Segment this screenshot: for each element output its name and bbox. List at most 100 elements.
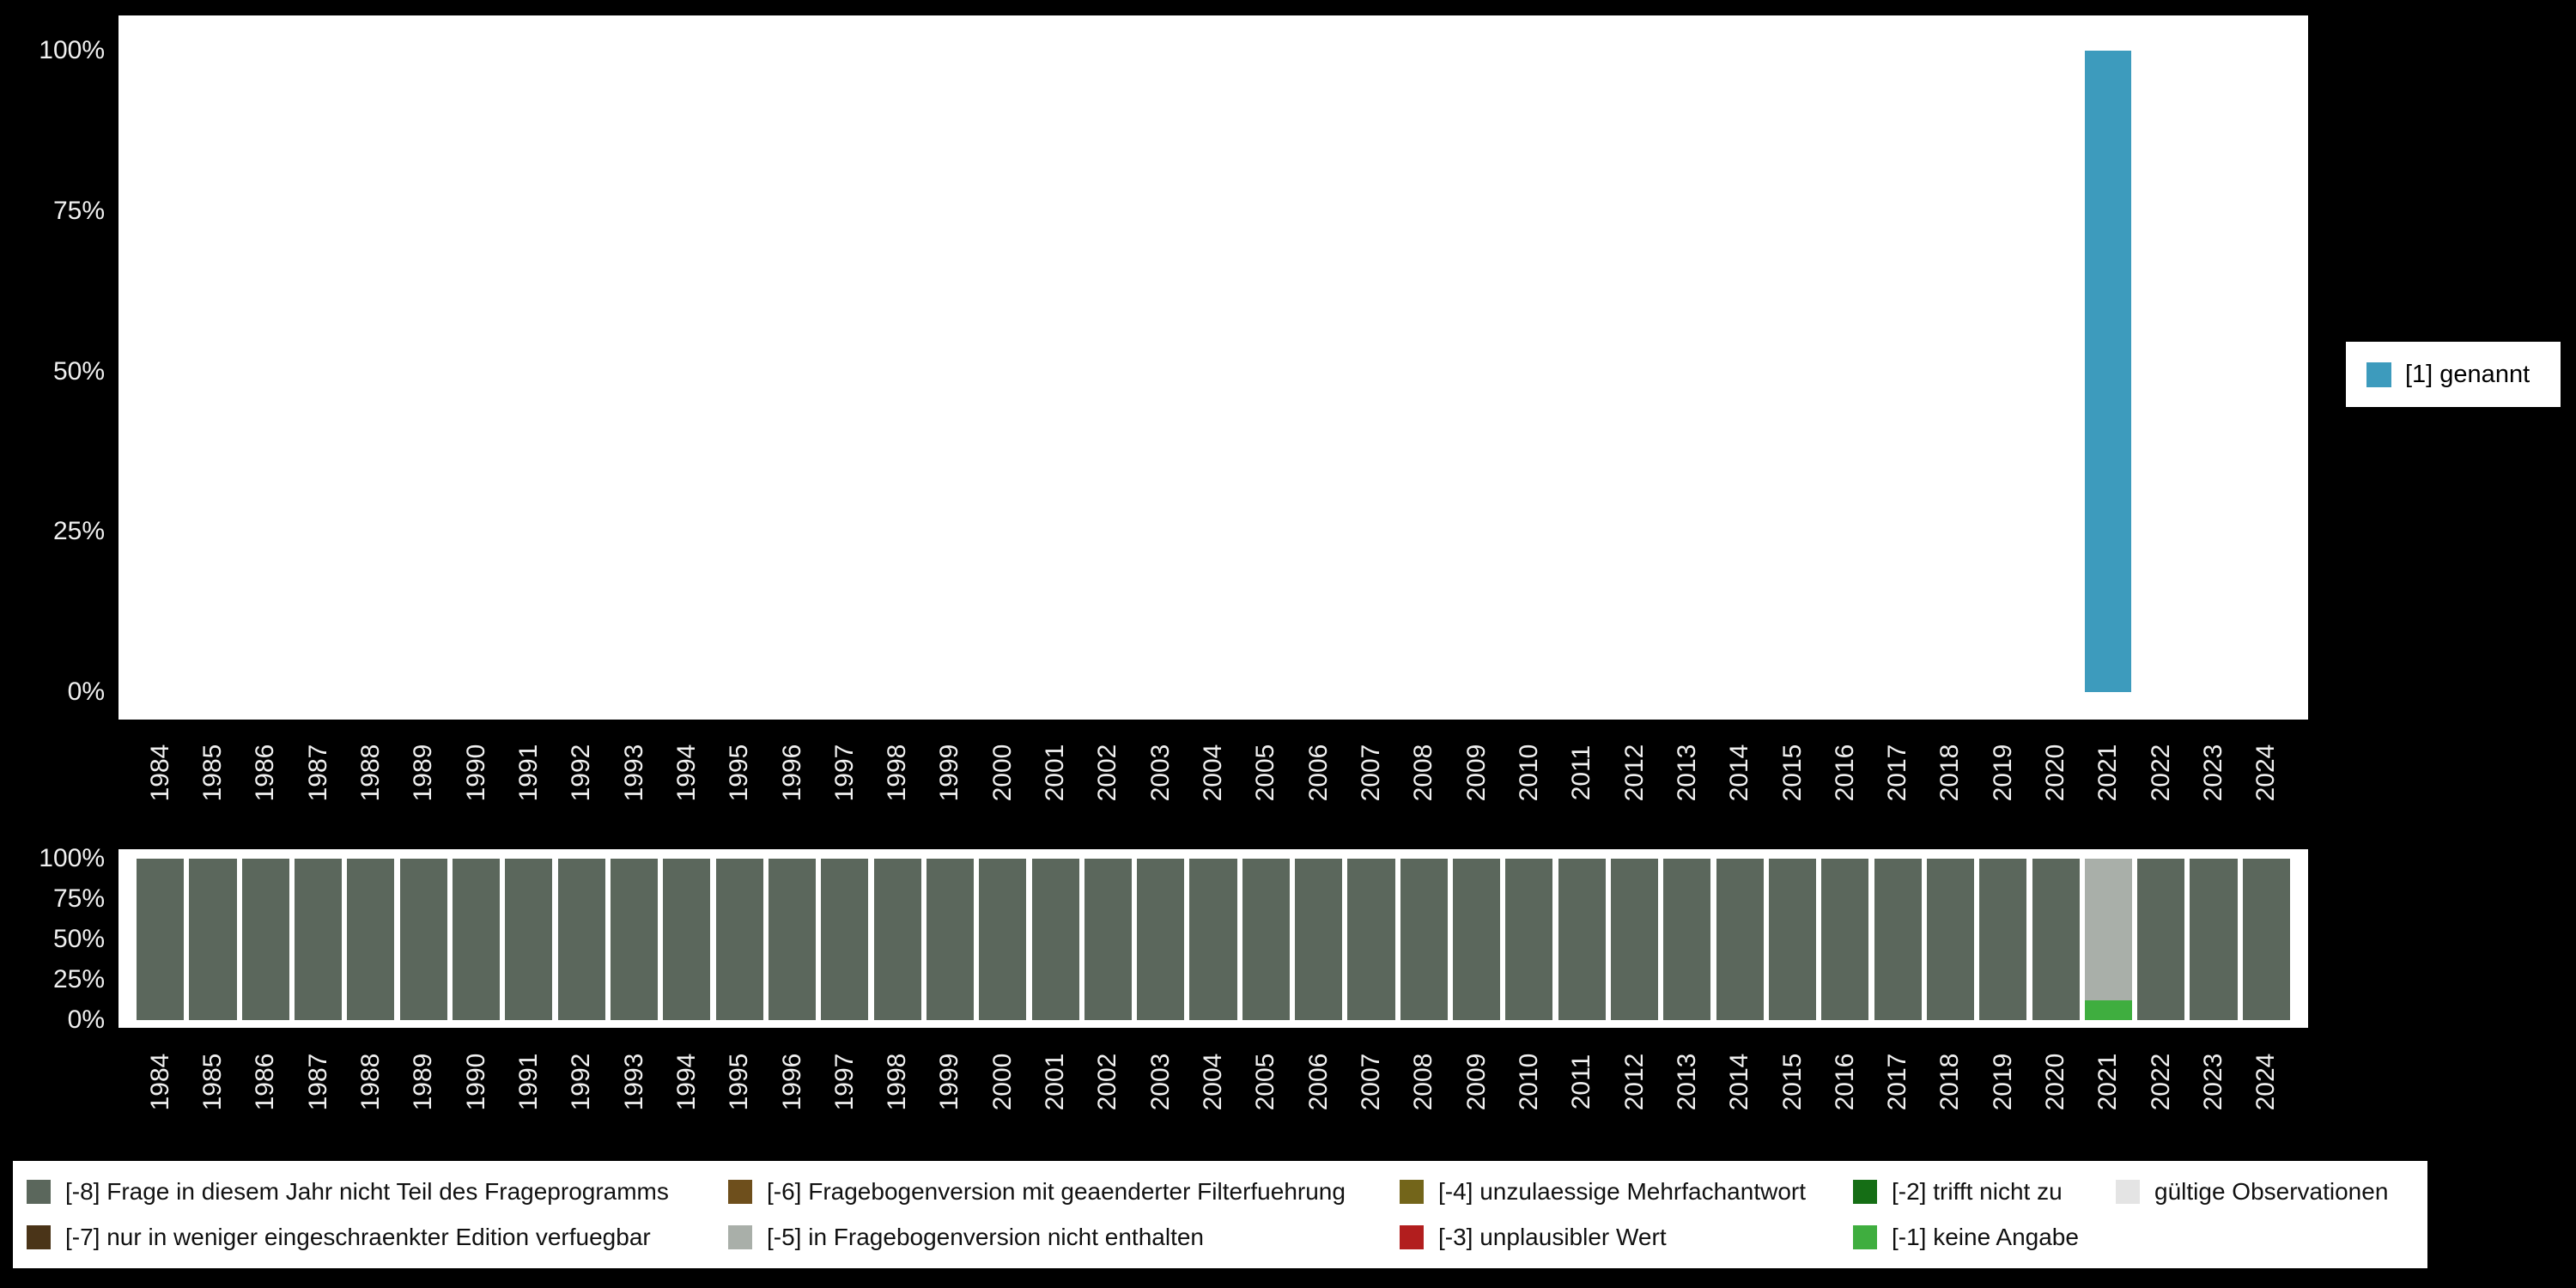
x-tick-frequencies-1996: 1996 xyxy=(777,744,806,802)
missings-legend-item-minus8: [-8] Frage in diesem Jahr nicht Teil des… xyxy=(27,1178,669,1205)
minus7-swatch-icon xyxy=(27,1225,51,1249)
bar-segment-1987-nicht-teil xyxy=(295,859,343,1020)
missings-legend-item-minus1: [-1] keine Angabe xyxy=(1853,1224,2079,1250)
minus2-swatch-icon xyxy=(1853,1180,1877,1204)
x-tick-frequencies-2024: 2024 xyxy=(2251,744,2281,802)
bar-segment-2021-genannt xyxy=(2085,51,2132,692)
x-tick-frequencies-2009: 2009 xyxy=(1461,744,1491,802)
x-tick-frequencies-2006: 2006 xyxy=(1303,744,1333,802)
bar-segment-2011-nicht-teil xyxy=(1558,859,1606,1020)
minus6-swatch-icon xyxy=(728,1180,752,1204)
bar-segment-2024-nicht-teil xyxy=(2242,859,2290,1020)
bar-segment-2000-nicht-teil xyxy=(979,859,1027,1020)
x-tick-frequencies-1992: 1992 xyxy=(567,744,596,802)
missings-legend-item-minus2: [-2] trifft nicht zu xyxy=(1853,1178,2063,1205)
x-tick-missings-1992: 1992 xyxy=(567,1053,596,1111)
bar-segment-2020-nicht-teil xyxy=(2032,859,2080,1020)
x-tick-frequencies-2010: 2010 xyxy=(1514,744,1543,802)
bar-segment-2004-nicht-teil xyxy=(1189,859,1237,1020)
bar-segment-1997-nicht-teil xyxy=(821,859,869,1020)
bar-segment-2016-nicht-teil xyxy=(1821,859,1869,1020)
x-tick-missings-2015: 2015 xyxy=(1777,1053,1807,1111)
x-tick-frequencies-2004: 2004 xyxy=(1199,744,1227,802)
bar-segment-2006-nicht-teil xyxy=(1295,859,1343,1020)
missings-legend-item-minus4: [-4] unzulaessige Mehrfachantwort xyxy=(1400,1178,1806,1205)
x-tick-missings-1993: 1993 xyxy=(619,1053,648,1111)
x-tick-frequencies-1985: 1985 xyxy=(198,744,227,802)
x-tick-frequencies-2021: 2021 xyxy=(2093,744,2123,802)
minus3-swatch-icon xyxy=(1400,1225,1424,1249)
x-tick-frequencies-1999: 1999 xyxy=(935,744,964,802)
frequencies-chart-panel xyxy=(118,15,2308,720)
bar-segment-1984-nicht-teil xyxy=(137,859,185,1020)
minus5-swatch-icon xyxy=(728,1225,752,1249)
minus1-swatch-icon xyxy=(1853,1225,1877,1249)
x-tick-frequencies-1989: 1989 xyxy=(409,744,438,802)
x-tick-missings-2012: 2012 xyxy=(1619,1053,1649,1111)
valid-label: gültige Observationen xyxy=(2154,1178,2389,1205)
x-tick-missings-1994: 1994 xyxy=(671,1053,701,1111)
x-tick-frequencies-1998: 1998 xyxy=(883,744,912,802)
x-tick-missings-1998: 1998 xyxy=(883,1053,912,1111)
minus4-swatch-icon xyxy=(1400,1180,1424,1204)
x-tick-missings-2004: 2004 xyxy=(1199,1053,1227,1111)
y-tick-missings-0: 0% xyxy=(67,1005,105,1034)
bar-segment-1989-nicht-teil xyxy=(399,859,447,1020)
x-tick-frequencies-1997: 1997 xyxy=(829,744,859,802)
bar-segment-2003-nicht-teil xyxy=(1137,859,1185,1020)
bar-segment-2012-nicht-teil xyxy=(1610,859,1659,1020)
x-tick-missings-1986: 1986 xyxy=(251,1053,280,1111)
x-tick-frequencies-2017: 2017 xyxy=(1883,744,1912,802)
bar-segment-2010-nicht-teil xyxy=(1505,859,1553,1020)
bar-segment-2013-nicht-teil xyxy=(1663,859,1711,1020)
x-tick-frequencies-2007: 2007 xyxy=(1357,744,1385,802)
x-tick-frequencies-1993: 1993 xyxy=(619,744,648,802)
x-tick-frequencies-1984: 1984 xyxy=(145,744,174,802)
x-tick-missings-2020: 2020 xyxy=(2041,1053,2070,1111)
bar-segment-1995-nicht-teil xyxy=(715,859,763,1020)
x-tick-frequencies-2023: 2023 xyxy=(2199,744,2227,802)
minus7-label: [-7] nur in weniger eingeschraenkter Edi… xyxy=(65,1224,651,1250)
x-tick-frequencies-2000: 2000 xyxy=(987,744,1017,802)
frequencies-legend: [1] genannt xyxy=(2346,342,2561,407)
x-tick-frequencies-2014: 2014 xyxy=(1725,744,1754,802)
x-tick-missings-2000: 2000 xyxy=(987,1053,1017,1111)
minus1-label: [-1] keine Angabe xyxy=(1892,1224,2079,1250)
bar-segment-2002-nicht-teil xyxy=(1084,859,1132,1020)
x-tick-missings-2022: 2022 xyxy=(2146,1053,2175,1111)
x-tick-missings-2016: 2016 xyxy=(1830,1053,1859,1111)
bar-segment-1985-nicht-teil xyxy=(189,859,237,1020)
x-tick-frequencies-1995: 1995 xyxy=(725,744,754,802)
x-tick-missings-2013: 2013 xyxy=(1672,1053,1701,1111)
y-tick-frequencies-0: 0% xyxy=(67,677,105,706)
y-tick-frequencies-50: 50% xyxy=(52,356,105,386)
x-tick-missings-2007: 2007 xyxy=(1357,1053,1385,1111)
bar-segment-1994-nicht-teil xyxy=(663,859,711,1020)
x-tick-frequencies-2015: 2015 xyxy=(1777,744,1807,802)
x-tick-missings-2005: 2005 xyxy=(1251,1053,1280,1111)
bar-segment-2017-nicht-teil xyxy=(1874,859,1922,1020)
x-tick-missings-1995: 1995 xyxy=(725,1053,754,1111)
x-tick-frequencies-1991: 1991 xyxy=(513,744,543,802)
x-tick-missings-2003: 2003 xyxy=(1145,1053,1175,1111)
x-tick-frequencies-2005: 2005 xyxy=(1251,744,1280,802)
bar-segment-1993-nicht-teil xyxy=(610,859,659,1020)
x-tick-missings-1989: 1989 xyxy=(409,1053,438,1111)
x-tick-missings-1990: 1990 xyxy=(461,1053,490,1111)
minus3-label: [-3] unplausibler Wert xyxy=(1438,1224,1667,1250)
bar-segment-2015-nicht-teil xyxy=(1768,859,1817,1020)
missings-legend-item-minus3: [-3] unplausibler Wert xyxy=(1400,1224,1667,1250)
missings-plot-area xyxy=(134,859,2293,1020)
x-tick-frequencies-1987: 1987 xyxy=(303,744,332,802)
x-tick-missings-2011: 2011 xyxy=(1567,1054,1596,1110)
x-tick-frequencies-2001: 2001 xyxy=(1041,744,1069,802)
x-tick-frequencies-1988: 1988 xyxy=(355,744,385,802)
x-tick-missings-2002: 2002 xyxy=(1093,1053,1122,1111)
bar-segment-1998-nicht-teil xyxy=(873,859,921,1020)
valid-swatch-icon xyxy=(2116,1180,2140,1204)
x-tick-missings-2023: 2023 xyxy=(2199,1053,2227,1111)
y-tick-missings-75: 75% xyxy=(52,884,105,913)
bar-segment-1986-nicht-teil xyxy=(241,859,289,1020)
x-tick-missings-2021: 2021 xyxy=(2093,1053,2123,1111)
